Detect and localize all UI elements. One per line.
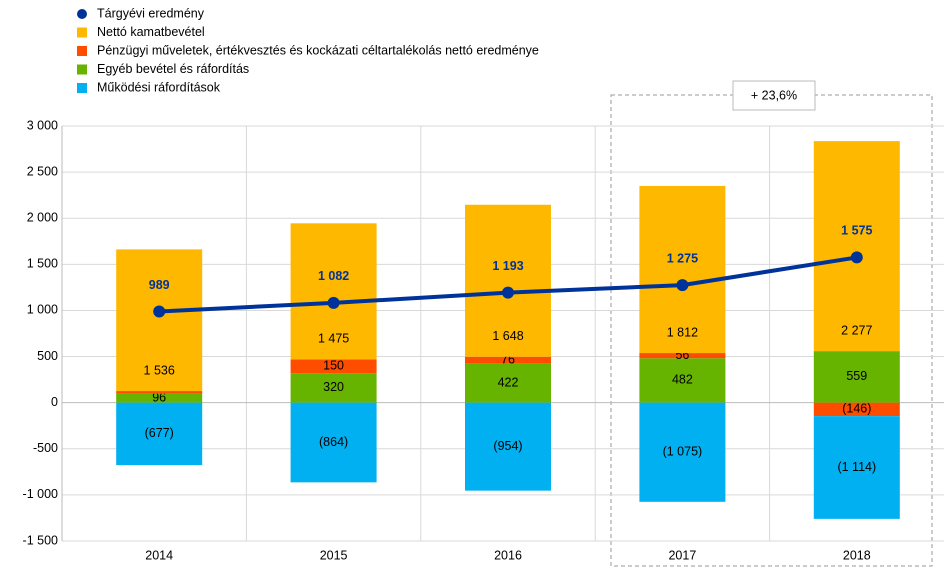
y-tick-label: 2 000 [27,211,58,225]
legend-label: Tárgyévi eredmény [97,6,205,20]
x-tick-label: 2017 [668,548,696,562]
x-tick-label: 2018 [843,548,871,562]
line-marker [502,286,514,299]
data-label: 559 [846,369,867,383]
bar-segment [290,359,377,374]
data-label: (1 114) [837,460,876,474]
data-label: 1 536 [144,363,175,377]
bar-segment [639,402,726,502]
x-tick-label: 2015 [320,548,348,562]
bar-segment [813,351,900,403]
bar-segment [639,185,726,354]
line-marker [676,279,689,292]
bar-segment [290,402,377,483]
y-tick-label: -1 500 [23,533,58,547]
data-label: (954) [493,439,522,453]
legend-marker [77,27,87,38]
bar-segment [290,373,377,403]
y-tick-label: 500 [37,349,58,363]
bar-segment [116,402,203,466]
legend-marker [77,46,87,56]
annotation-box [732,80,816,111]
bar-segment [116,391,203,394]
bar-segment [639,358,726,403]
x-tick-label: 2016 [494,548,522,562]
bar-segment [465,204,551,357]
y-tick-label: 2 500 [27,164,58,178]
data-label: 150 [323,359,344,373]
line-marker [327,296,340,309]
y-tick-label: 1 000 [27,303,58,317]
bar-segment [639,353,726,359]
bar-segment [813,416,900,519]
x-tick-label: 2014 [145,548,173,562]
data-label: 2 277 [841,323,872,337]
data-label: 482 [672,373,693,387]
y-tick-label: -1 000 [23,487,58,501]
legend-label: Egyéb bevétel és ráfordítás [97,62,249,76]
line-label: 1 575 [841,224,872,238]
data-label: (677) [145,426,174,440]
y-tick-label: 1 500 [27,257,58,271]
bar-segment [465,402,551,491]
data-label: (1 075) [663,445,703,459]
bar-segment [813,402,900,417]
y-tick-label: -500 [33,441,58,455]
data-label: (864) [319,435,348,449]
bar-segment [813,141,900,352]
bar-segment [465,356,551,364]
data-label: 1 812 [667,325,698,339]
annotation: + 23,6% [751,88,797,102]
legend-label: Működési ráfordítások [97,80,221,94]
legend-marker [77,9,87,19]
line-marker [850,251,863,264]
legend-label: Pénzügyi műveletek, értékvesztés és kock… [97,43,539,57]
data-label: 1 648 [492,329,523,343]
y-tick-label: 0 [51,395,58,409]
line-label: 1 082 [318,269,349,283]
line-label: 1 193 [492,259,523,273]
legend-marker [77,64,87,75]
line-label: 1 275 [667,251,698,265]
data-label: 422 [498,376,519,390]
bar-segment [290,223,377,360]
bar-segment [116,393,203,403]
data-label: (146) [842,402,871,416]
legend-marker [77,83,87,93]
bar-segment [465,363,551,403]
data-label: 1 475 [318,332,349,346]
y-tick-label: 3 000 [27,118,58,132]
legend-label: Nettó kamatbevétel [97,25,205,39]
data-label: 96 [152,391,166,405]
line-label: 989 [149,278,170,292]
data-label: 320 [323,380,344,394]
bar-segment [116,249,203,392]
line-marker [153,305,166,318]
highlight-box [610,94,933,567]
